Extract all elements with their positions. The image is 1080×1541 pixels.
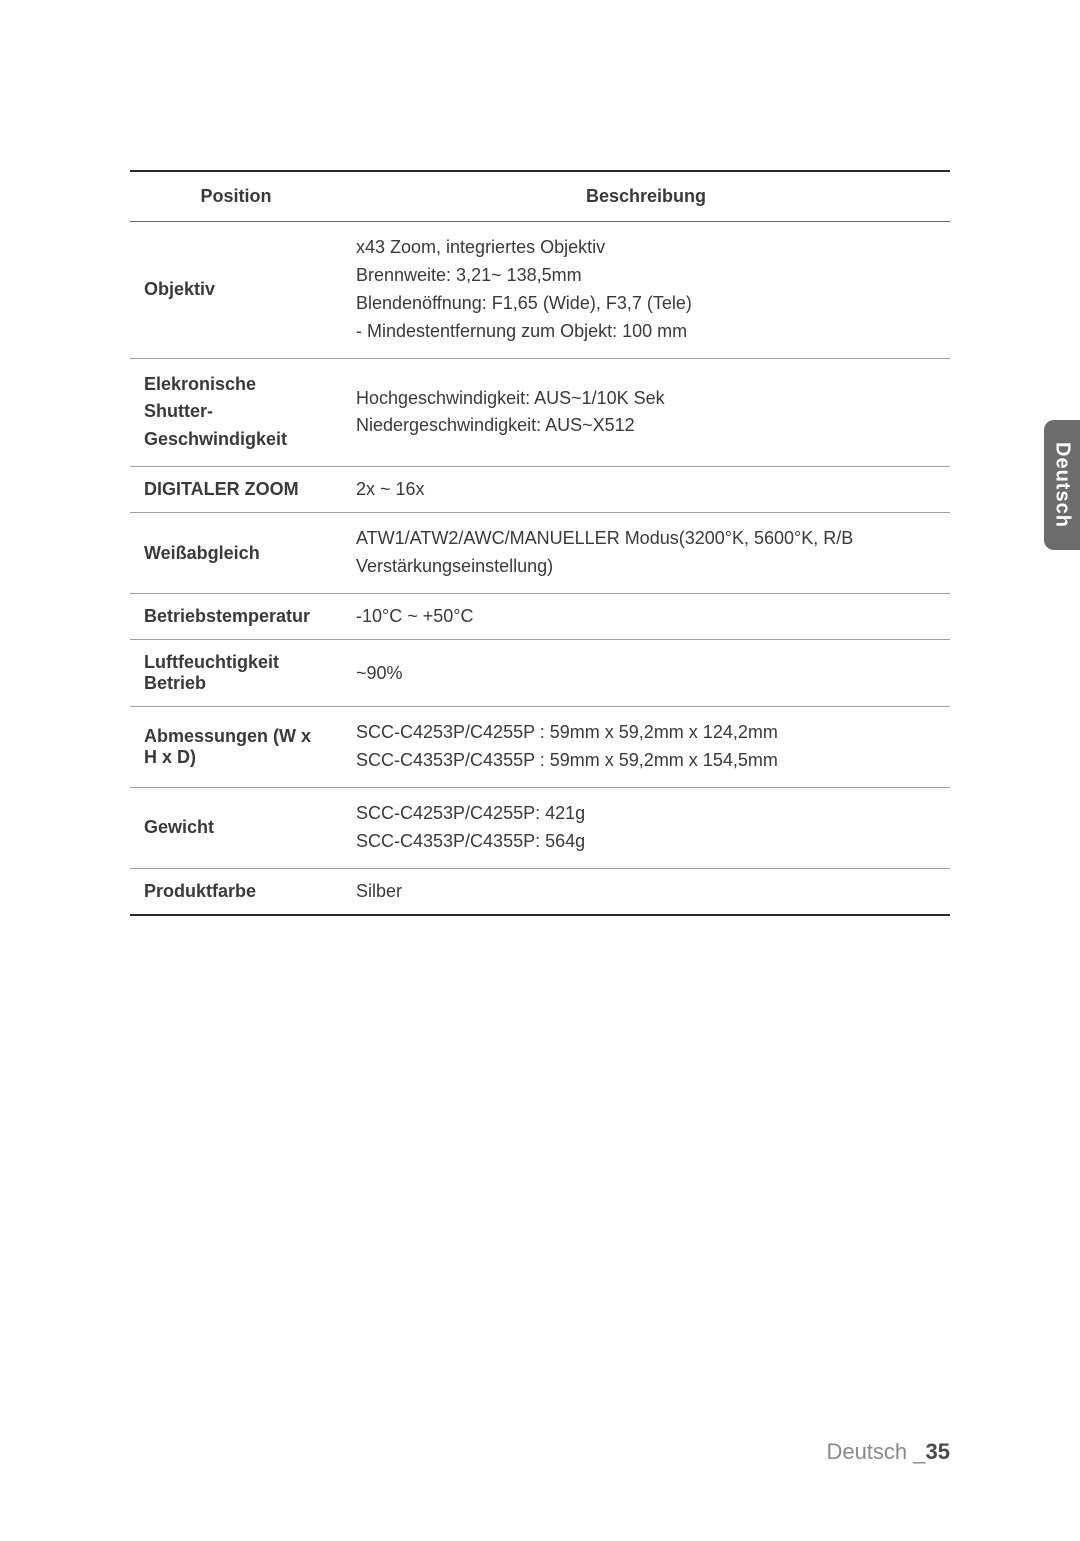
footer-page-number: 35 [926, 1439, 950, 1464]
document-page: Position Beschreibung Objektiv x43 Zoom,… [0, 0, 1080, 1541]
table-row: Produktfarbe Silber [130, 868, 950, 915]
row-label: Luftfeuchtigkeit Betrieb [130, 640, 342, 707]
row-value: ~90% [342, 640, 950, 707]
row-value: SCC-C4253P/C4255P : 59mm x 59,2mm x 124,… [342, 707, 950, 788]
row-value: Hochgeschwindigkeit: AUS~1/10K Sek Niede… [342, 358, 950, 467]
table-row: Abmessungen (W x H x D) SCC-C4253P/C4255… [130, 707, 950, 788]
spec-table: Position Beschreibung Objektiv x43 Zoom,… [130, 170, 950, 916]
table-row: Weißabgleich ATW1/ATW2/AWC/MANUELLER Mod… [130, 513, 950, 594]
table-row: Objektiv x43 Zoom, integriertes Objektiv… [130, 222, 950, 359]
table-row: Luftfeuchtigkeit Betrieb ~90% [130, 640, 950, 707]
row-value: Silber [342, 868, 950, 915]
page-footer: Deutsch _35 [826, 1439, 950, 1465]
language-tab-label: Deutsch [1051, 442, 1074, 528]
table-row: Elekronische Shutter- Geschwindigkeit Ho… [130, 358, 950, 467]
row-value: -10°C ~ +50°C [342, 594, 950, 640]
row-label: Objektiv [130, 222, 342, 359]
footer-lang: Deutsch _ [826, 1439, 925, 1464]
table-header-row: Position Beschreibung [130, 171, 950, 222]
row-value: x43 Zoom, integriertes Objektiv Brennwei… [342, 222, 950, 359]
row-label: Abmessungen (W x H x D) [130, 707, 342, 788]
row-label: Betriebstemperatur [130, 594, 342, 640]
language-tab: Deutsch [1044, 420, 1080, 550]
row-label: Produktfarbe [130, 868, 342, 915]
header-description: Beschreibung [342, 171, 950, 222]
table-row: DIGITALER ZOOM 2x ~ 16x [130, 467, 950, 513]
table-row: Gewicht SCC-C4253P/C4255P: 421g SCC-C435… [130, 787, 950, 868]
row-label: Elekronische Shutter- Geschwindigkeit [130, 358, 342, 467]
row-label: DIGITALER ZOOM [130, 467, 342, 513]
row-value: 2x ~ 16x [342, 467, 950, 513]
row-value: ATW1/ATW2/AWC/MANUELLER Modus(3200°K, 56… [342, 513, 950, 594]
header-position: Position [130, 171, 342, 222]
row-value: SCC-C4253P/C4255P: 421g SCC-C4353P/C4355… [342, 787, 950, 868]
row-label: Weißabgleich [130, 513, 342, 594]
row-label: Gewicht [130, 787, 342, 868]
table-row: Betriebstemperatur -10°C ~ +50°C [130, 594, 950, 640]
